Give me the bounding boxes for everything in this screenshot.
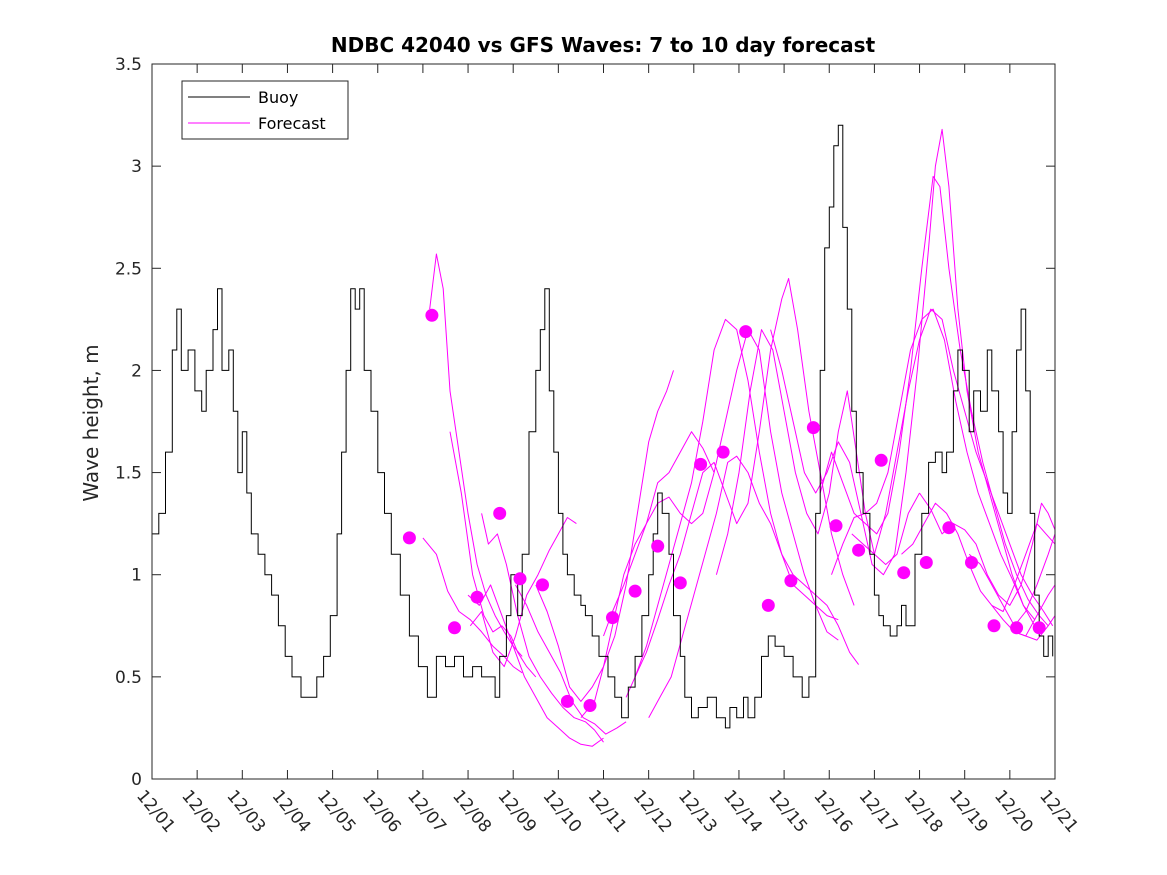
forecast-line-2 <box>429 253 523 657</box>
buoy-line <box>152 124 1054 729</box>
y-tick-label: 2 <box>131 361 142 381</box>
forecast-marker-9 <box>583 699 597 712</box>
y-axis: 0 0.5 1 1.5 2 2.5 3 3.5 <box>115 55 1055 790</box>
forecast-marker-28 <box>1010 621 1024 635</box>
axes-background <box>152 64 1055 779</box>
forecast-line-6 <box>467 584 604 747</box>
y-tick-label: 0.5 <box>115 668 142 688</box>
chart-title: NDBC 42040 vs GFS Waves: 7 to 10 day for… <box>331 33 876 57</box>
y-tick-label: 1 <box>131 566 142 586</box>
forecast-line-8 <box>535 370 674 702</box>
legend: Buoy Forecast <box>181 80 349 140</box>
y-axis-label: Wave height, m <box>79 344 103 501</box>
forecast-marker-18 <box>784 574 798 588</box>
forecast-line-13 <box>634 278 855 678</box>
forecast-marker-17 <box>761 598 775 612</box>
forecast-marker-3 <box>448 621 461 635</box>
buoy-series-group <box>152 124 1054 729</box>
forecast-line-4 <box>469 517 577 668</box>
forecast-line-3 <box>449 431 537 678</box>
y-tick-label: 3 <box>131 157 142 177</box>
forecast-marker-10 <box>606 611 619 625</box>
forecast-marker-15 <box>716 445 730 459</box>
forecast-line-5 <box>481 513 604 743</box>
forecast-marker-23 <box>897 566 911 580</box>
forecast-line-1 <box>422 537 523 674</box>
forecast-line-23 <box>1014 615 1056 641</box>
forecast-marker-2 <box>425 308 439 322</box>
forecast-marker-13 <box>673 576 687 590</box>
forecast-marker-14 <box>694 457 708 471</box>
forecast-marker-29 <box>1032 621 1046 635</box>
forecast-marker-26 <box>965 556 978 569</box>
forecast-line-12 <box>648 455 860 718</box>
forecast-marker-20 <box>829 519 843 533</box>
legend-forecast-label: Forecast <box>258 114 326 133</box>
forecast-marker-1 <box>402 531 416 545</box>
forecast-line-11 <box>625 318 839 698</box>
forecast-marker-7 <box>536 578 549 592</box>
forecast-marker-5 <box>493 506 507 520</box>
legend-box <box>181 80 349 140</box>
forecast-line-15 <box>770 128 1044 633</box>
y-tick-label: 1.5 <box>115 464 142 484</box>
forecast-line-18 <box>851 308 1054 627</box>
y-tick-label: 3.5 <box>115 55 142 75</box>
forecast-marker-25 <box>942 521 956 535</box>
forecast-marker-24 <box>919 556 933 569</box>
y-tick-label: 0 <box>131 770 142 790</box>
forecast-line-20 <box>919 492 1056 606</box>
legend-buoy-label: Buoy <box>258 88 298 107</box>
forecast-marker-4 <box>470 590 484 604</box>
forecast-line-14 <box>715 329 920 575</box>
forecast-line-19 <box>901 502 1056 612</box>
forecast-marker-8 <box>560 694 574 708</box>
forecast-markers-group <box>402 308 1046 712</box>
forecast-marker-16 <box>739 325 753 339</box>
y-tick-label: 2.5 <box>115 259 142 279</box>
forecast-marker-19 <box>806 421 820 435</box>
forecast-marker-6 <box>513 572 527 586</box>
forecast-line-16 <box>819 175 1049 627</box>
forecast-marker-22 <box>874 453 888 467</box>
forecast-marker-27 <box>987 619 1001 633</box>
forecast-marker-12 <box>651 539 665 553</box>
forecast-marker-11 <box>628 584 642 598</box>
plot-area <box>151 63 1056 780</box>
forecast-marker-21 <box>852 543 866 557</box>
